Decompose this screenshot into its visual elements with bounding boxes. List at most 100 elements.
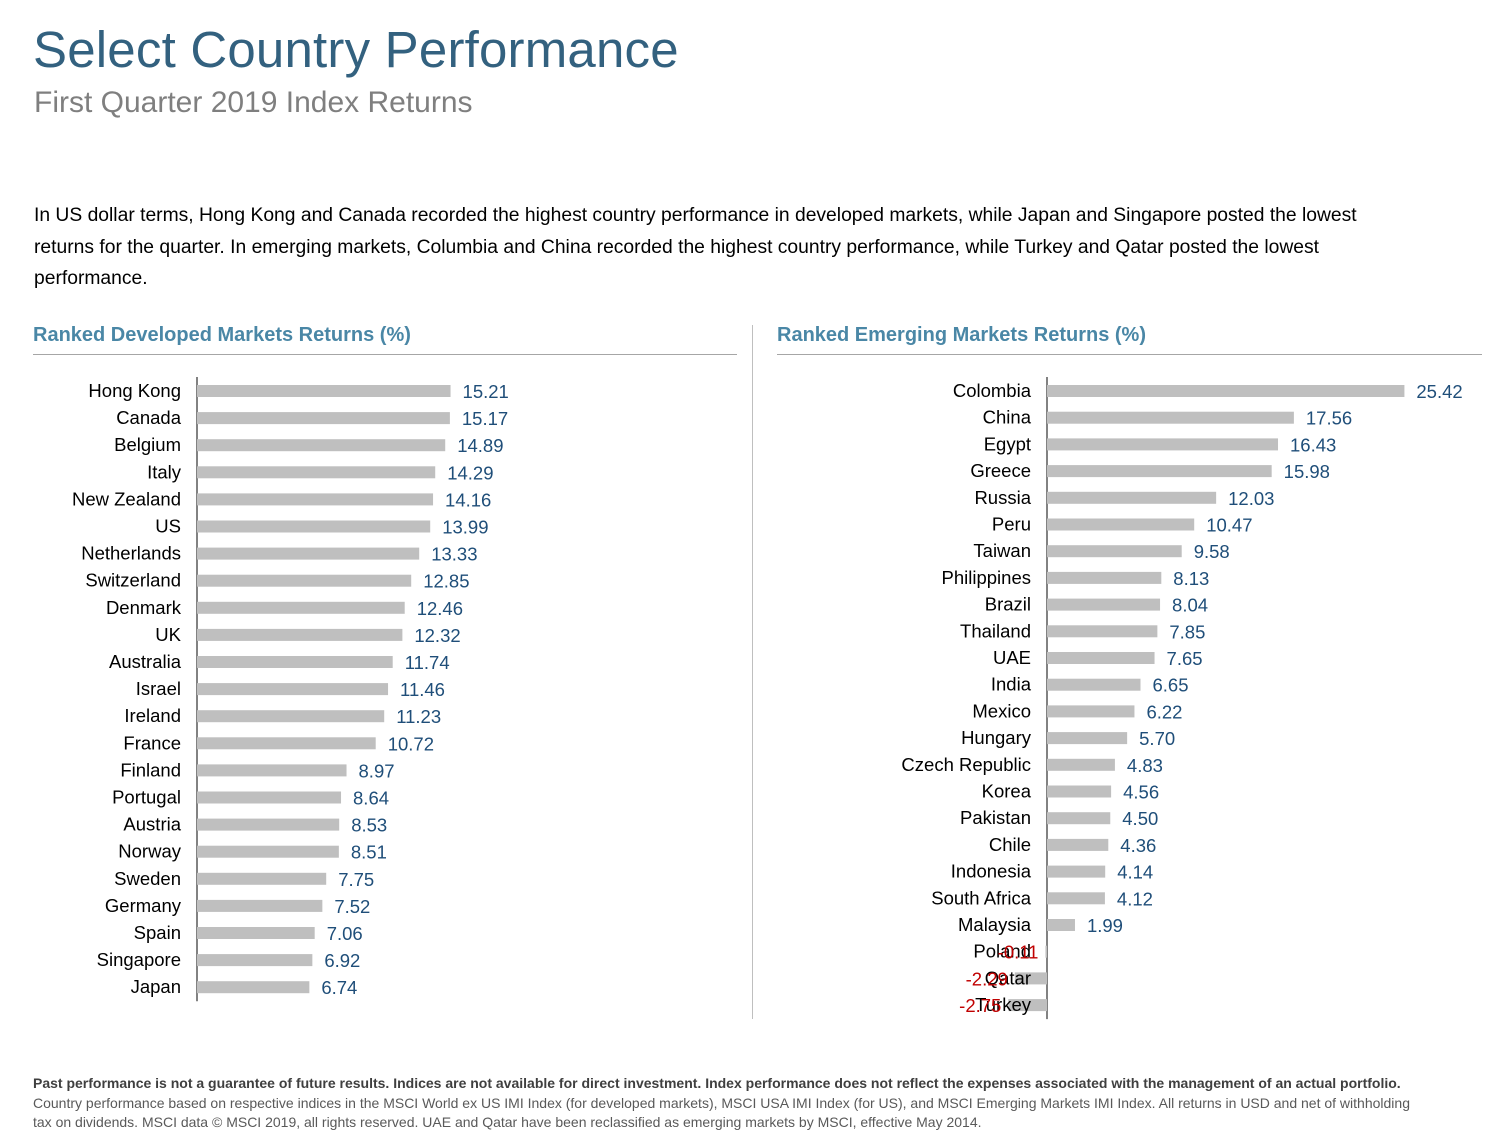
page-title: Select Country Performance: [33, 21, 679, 78]
developed-bar: [197, 412, 450, 425]
emerging-bar: [1047, 892, 1105, 905]
emerging-category-label: India: [991, 674, 1032, 695]
emerging-category-label: Korea: [982, 781, 1032, 802]
emerging-bar: [1045, 945, 1047, 958]
developed-data-label: 12.46: [417, 598, 463, 619]
developed-data-label: 11.74: [405, 652, 450, 673]
developed-category-label: Canada: [116, 407, 182, 428]
developed-category-label: Sweden: [114, 868, 181, 889]
developed-data-label: 6.92: [324, 950, 360, 971]
developed-category-label: Germany: [105, 895, 182, 916]
developed-data-label: 6.74: [321, 977, 357, 998]
developed-category-label: Israel: [136, 678, 181, 699]
emerging-bar: [1047, 652, 1155, 664]
developed-bar: [197, 818, 340, 831]
developed-category-label: Netherlands: [81, 543, 181, 564]
developed-category-label: Ireland: [124, 705, 181, 726]
developed-bar: [197, 981, 310, 994]
emerging-category-label: Indonesia: [951, 861, 1032, 882]
developed-category-label: Italy: [147, 461, 182, 482]
developed-data-label: 12.85: [423, 571, 469, 592]
emerging-category-label: UAE: [993, 647, 1031, 668]
developed-bar: [197, 493, 434, 506]
developed-bar: [197, 683, 389, 696]
developed-bar: [197, 927, 315, 939]
developed-chart-title: Ranked Developed Markets Returns (%): [33, 324, 411, 346]
developed-bar: [197, 385, 451, 397]
developed-data-label: 15.17: [462, 408, 508, 429]
developed-category-label: Switzerland: [85, 570, 181, 591]
emerging-bar: [1047, 518, 1195, 531]
developed-category-label: New Zealand: [72, 488, 181, 509]
developed-bar: [197, 628, 403, 641]
emerging-chart-title: Ranked Emerging Markets Returns (%): [777, 324, 1146, 346]
developed-category-label: Belgium: [114, 434, 181, 455]
developed-data-label: 13.99: [442, 517, 488, 538]
emerging-bar: [1047, 785, 1112, 798]
intro-paragraph: In US dollar terms, Hong Kong and Canada…: [34, 205, 1357, 289]
emerging-category-label: Taiwan: [973, 540, 1031, 561]
emerging-data-label: 10.47: [1206, 515, 1252, 536]
developed-bar: [197, 710, 385, 723]
emerging-data-label: -0.11: [998, 942, 1039, 963]
emerging-bar: [1047, 438, 1279, 451]
emerging-data-label: 5.70: [1139, 728, 1175, 749]
emerging-category-label: Russia: [974, 487, 1031, 508]
emerging-data-label: -2.75: [959, 995, 1001, 1016]
developed-bar: [197, 737, 376, 750]
developed-data-label: 10.72: [388, 733, 434, 754]
emerging-category-label: Turkey: [975, 994, 1032, 1015]
developed-category-label: US: [155, 516, 181, 537]
emerging-bar: [1047, 812, 1111, 825]
emerging-bar: [1047, 678, 1141, 691]
panel-divider: [752, 325, 753, 1019]
developed-category-label: Spain: [134, 922, 181, 943]
footnote: Past performance is not a guarantee of f…: [33, 1074, 1473, 1133]
developed-data-label: 14.89: [457, 435, 503, 456]
developed-category-label: Austria: [123, 814, 181, 835]
emerging-data-label: 6.65: [1152, 675, 1188, 696]
emerging-bar: [1047, 919, 1075, 931]
developed-data-label: 11.23: [396, 706, 441, 727]
developed-data-label: 14.29: [447, 462, 493, 483]
developed-data-label: 12.32: [414, 625, 460, 646]
developed-data-label: 15.21: [463, 381, 509, 402]
emerging-data-label: 4.83: [1127, 755, 1163, 776]
developed-data-label: 14.16: [445, 489, 491, 510]
emerging-category-label: Philippines: [942, 567, 1031, 588]
developed-bar: [197, 656, 393, 668]
emerging-data-label: 1.99: [1087, 915, 1123, 936]
emerging-bar: [1047, 385, 1405, 397]
developed-data-label: 7.06: [327, 923, 363, 944]
developed-data-label: 7.75: [338, 869, 374, 890]
emerging-category-label: Pakistan: [960, 807, 1031, 828]
developed-bar: [197, 439, 446, 452]
developed-category-label: Denmark: [106, 597, 182, 618]
emerging-bar: [1047, 705, 1135, 718]
developed-category-label: Singapore: [97, 949, 181, 970]
developed-category-label: Hong Kong: [88, 380, 181, 401]
developed-category-label: Japan: [131, 976, 181, 997]
emerging-category-label: Qatar: [985, 967, 1031, 988]
emerging-category-label: Colombia: [953, 380, 1032, 401]
developed-bar: [197, 520, 431, 533]
emerging-bar: [1047, 625, 1158, 638]
emerging-bar: [1047, 571, 1162, 584]
emerging-category-label: South Africa: [931, 887, 1031, 908]
developed-category-label: Portugal: [112, 787, 181, 808]
developed-category-label: Norway: [118, 841, 181, 862]
emerging-category-label: Brazil: [985, 594, 1031, 615]
emerging-data-label: 4.50: [1122, 808, 1158, 829]
emerging-data-label: 15.98: [1284, 461, 1330, 482]
developed-data-label: 7.52: [334, 896, 370, 917]
developed-category-label: Finland: [120, 759, 181, 780]
emerging-data-label: 12.03: [1228, 488, 1274, 509]
emerging-data-label: 8.04: [1172, 595, 1208, 616]
emerging-bar: [1047, 598, 1161, 611]
emerging-data-label: 4.56: [1123, 782, 1159, 803]
developed-bar: [197, 764, 347, 777]
emerging-bar: [1014, 972, 1047, 985]
emerging-category-label: Malaysia: [958, 914, 1032, 935]
emerging-data-label: 7.85: [1169, 621, 1205, 642]
emerging-bar: [1047, 865, 1106, 878]
